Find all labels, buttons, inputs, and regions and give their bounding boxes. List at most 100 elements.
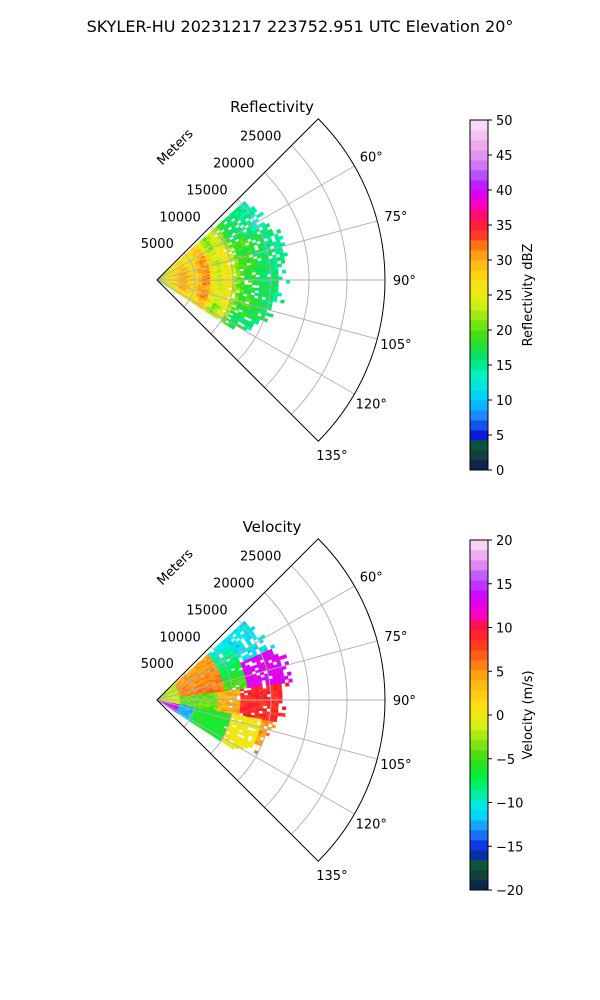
colorbar-level-23 [470,240,488,251]
field-cells-439 [209,696,215,699]
colorbar-tick-label: −10 [496,797,523,812]
field-cells-373 [216,689,222,693]
field-cells-369 [283,675,289,680]
field-cells-387 [274,273,279,278]
field-cells-682 [182,715,187,719]
colorbar-level-4 [470,430,488,441]
field-cells-355 [164,278,169,280]
field-cells-407 [263,282,268,286]
colorbar-level-8 [470,390,488,401]
azimuth-tick-label: 75° [384,210,407,225]
field-cells-513 [239,708,245,712]
field-cells-346 [197,690,203,693]
field-cells-347 [179,275,184,278]
field-cells-416 [202,283,207,286]
field-cells-506 [202,703,207,706]
field-cells-419 [255,287,260,291]
field-cells-429 [179,282,184,285]
field-cells-426 [262,290,267,295]
colorbar-level-15 [470,740,488,751]
colorbar-tick-label: 5 [496,665,504,680]
field-cells-367 [272,677,278,682]
velocity-panel: Velocity 5000 10000 15000 20000 25000 60° 75° 9… [141,518,536,899]
field-cells-273 [185,688,190,691]
colorbar-level-6 [470,830,488,841]
field-cells-363 [205,274,211,277]
field-cells-457 [254,308,260,314]
colorbar-level-7 [470,400,488,411]
range-tick-label: 20000 [213,577,254,592]
colorbar-level-22 [470,670,488,681]
colorbar-level-28 [470,190,488,201]
colorbar-level-1 [470,460,488,471]
colorbar-tick-label: 40 [496,184,513,199]
colorbar-level-30 [470,590,488,601]
field-cells-445 [244,695,249,698]
field-cells-405 [209,693,214,696]
field-cells-418 [239,286,245,290]
colorbar-level-2 [470,870,488,881]
colorbar-level-32 [470,570,488,581]
colorbar-level-25 [470,640,488,651]
field-cells-277 [278,235,284,241]
azimuth-tick-label: 120° [356,818,387,833]
colorbar-level-21 [470,680,488,691]
field-cells-449 [259,694,264,698]
field-cells-275 [210,679,216,683]
colorbar-level-24 [470,650,488,661]
field-cells-382 [206,277,211,279]
colorbar-level-24 [470,230,488,241]
range-tick-label: 25000 [240,130,281,145]
figure-suptitle: SKYLER-HU 20231217 223752.951 UTC Elevat… [87,17,514,36]
field-cells-374 [179,277,184,279]
field-cells-110 [236,639,242,645]
colorbar-level-27 [470,620,488,631]
field-cells-615 [235,725,241,730]
azimuth-spoke-2 [156,640,378,701]
azimuth-tick-label: 105° [380,758,411,773]
colorbar-tick-label: −5 [496,753,515,768]
azimuth-spoke-4 [156,699,378,760]
field-cells-476 [246,326,253,331]
field-cells-530 [246,714,252,718]
field-cells-415 [277,686,283,691]
field-cells-264 [231,249,236,254]
field-cells-245 [267,228,274,234]
colorbar-level-29 [470,180,488,191]
colorbar-level-19 [470,700,488,711]
field-cells-204 [250,227,256,232]
field-cells-602 [167,703,172,706]
colorbar-level-3 [470,440,488,451]
reflectivity-colorbar: 0 5 10 15 20 25 30 35 40 45 50 [469,114,513,479]
range-tick-label: 5000 [141,237,174,252]
velocity-grid [156,538,386,862]
colorbar-level-12 [470,770,488,781]
colorbar-level-15 [470,320,488,331]
colorbar-level-20 [470,690,488,701]
field-cells-446 [260,301,265,306]
field-cells-394 [270,276,275,281]
colorbar-tick-label: 30 [496,254,513,269]
range-tick-label: 10000 [159,210,200,225]
field-cells-219 [265,222,271,228]
colorbar-level-21 [470,260,488,271]
field-cells-421 [187,697,192,699]
field-cells-444 [240,695,245,698]
reflectivity-grid [156,118,386,442]
field-cells-354 [280,259,286,264]
field-cells-377 [217,274,222,277]
colorbar-level-30 [470,170,488,181]
colorbar-level-23 [470,660,488,671]
velocity-colorbar: −20 −15 −10 −5 0 5 10 15 20 [469,534,523,899]
field-cells-354 [260,676,266,681]
range-tick-label: 5000 [141,657,174,672]
azimuth-spoke-1 [156,585,355,701]
field-cells-657 [241,740,247,746]
field-cells-498 [213,702,218,707]
field-cells-446 [247,694,253,698]
colorbar-level-19 [470,280,488,291]
field-cells-337 [164,277,174,291]
colorbar-level-31 [470,580,488,591]
velocity-title: Velocity [243,518,302,536]
field-cells-459 [235,305,262,320]
